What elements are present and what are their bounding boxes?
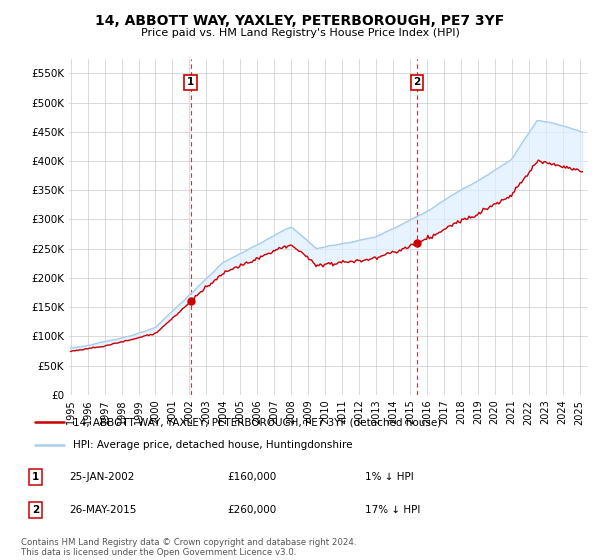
Text: £160,000: £160,000 <box>227 472 277 482</box>
Text: 25-JAN-2002: 25-JAN-2002 <box>70 472 135 482</box>
Text: 1% ↓ HPI: 1% ↓ HPI <box>365 472 413 482</box>
Text: HPI: Average price, detached house, Huntingdonshire: HPI: Average price, detached house, Hunt… <box>73 440 352 450</box>
Text: 14, ABBOTT WAY, YAXLEY, PETERBOROUGH, PE7 3YF (detached house): 14, ABBOTT WAY, YAXLEY, PETERBOROUGH, PE… <box>73 417 441 427</box>
Text: £260,000: £260,000 <box>227 505 277 515</box>
Text: 2: 2 <box>32 505 39 515</box>
Text: 2: 2 <box>413 77 421 87</box>
Text: 26-MAY-2015: 26-MAY-2015 <box>70 505 137 515</box>
Text: 17% ↓ HPI: 17% ↓ HPI <box>365 505 420 515</box>
Text: 1: 1 <box>187 77 194 87</box>
Text: Price paid vs. HM Land Registry's House Price Index (HPI): Price paid vs. HM Land Registry's House … <box>140 28 460 38</box>
Text: 14, ABBOTT WAY, YAXLEY, PETERBOROUGH, PE7 3YF: 14, ABBOTT WAY, YAXLEY, PETERBOROUGH, PE… <box>95 14 505 28</box>
Text: 1: 1 <box>32 472 39 482</box>
Text: Contains HM Land Registry data © Crown copyright and database right 2024.
This d: Contains HM Land Registry data © Crown c… <box>21 538 356 557</box>
